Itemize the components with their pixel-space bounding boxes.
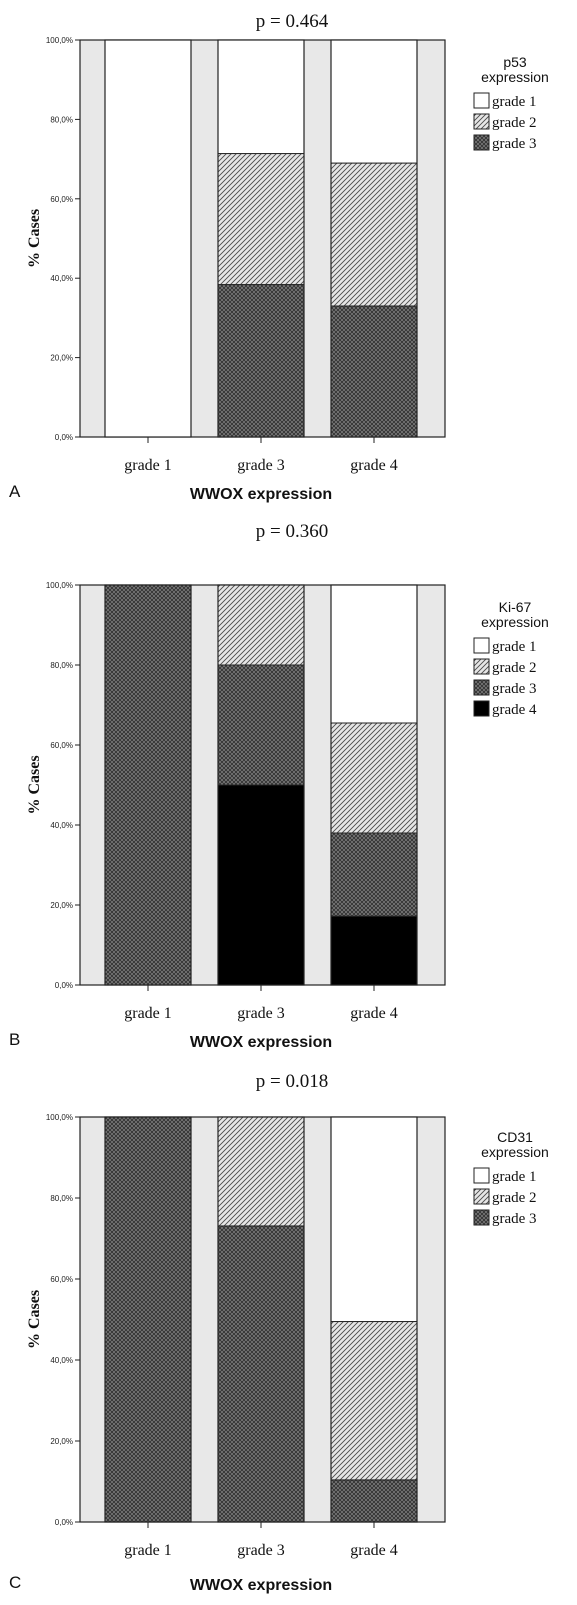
bar-segment [104,584,192,986]
y-axis-label: % Cases [26,755,43,814]
y-tick-label: 40,0% [50,821,73,830]
x-axis-label: WWOX expression [190,1034,332,1051]
legend-swatch [473,700,490,717]
bar-segment [330,305,418,438]
legend-entry: grade 3 [492,681,537,697]
legend-entry: grade 2 [492,1190,537,1206]
legend-subtitle: expression [481,1144,549,1160]
y-tick-label: 20,0% [50,1437,73,1446]
x-axis-label: WWOX expression [190,486,332,503]
chart-title: p = 0.360 [256,521,328,542]
legend-title: Ki-67 [499,599,532,615]
chart-panel-b: p = 0.360 0,0% 20,0% 40,0% 60,0% 80,0% 100,0%%… [9,521,549,1051]
bar-segment [330,832,418,917]
legend-entry: grade 1 [492,1169,537,1185]
chart-panel-a: p = 0.464 0,0% 20,0% 40,0% 60,0% 80,0% 100,0%%… [9,11,549,503]
legend-title: CD31 [497,1129,533,1145]
bar-segment [217,39,305,155]
y-tick-label: 100,0% [46,36,73,45]
legend-subtitle: expression [481,69,549,85]
y-tick-label: 80,0% [50,115,73,124]
legend-swatch [473,679,490,696]
chart-panel-c: p = 0.018 0,0% 20,0% 40,0% 60,0% 80,0% 100,0%%… [9,1071,549,1594]
bar-segment [330,722,418,834]
legend-entry: grade 1 [492,94,537,110]
y-tick-label: 80,0% [50,1194,73,1203]
bar-segment [330,915,418,986]
y-tick-label: 0,0% [55,1518,73,1527]
x-tick-label: grade 4 [350,457,398,474]
chart-title: p = 0.464 [256,11,329,32]
legend-swatch [473,134,490,151]
x-axis-label: WWOX expression [190,1577,332,1594]
legend-entry: grade 3 [492,136,537,152]
legend-entry: grade 1 [492,639,537,655]
chart-title: p = 0.018 [256,1071,328,1092]
legend-subtitle: expression [481,614,549,630]
bar-segment [104,1116,192,1523]
y-tick-label: 60,0% [50,195,73,204]
bar-segment [217,1116,305,1227]
y-tick-label: 40,0% [50,274,73,283]
legend-swatch [473,1209,490,1226]
legend-entry: grade 4 [492,702,537,718]
y-axis-label: % Cases [26,1290,43,1349]
bar-segment [330,1479,418,1523]
x-tick-label: grade 3 [237,1542,285,1559]
y-tick-label: 20,0% [50,354,73,363]
legend-entry: grade 2 [492,660,537,676]
bar-segment [217,284,305,438]
legend-swatch [473,92,490,109]
bar-segment [217,1225,305,1523]
legend-entry: grade 2 [492,115,537,131]
x-tick-label: grade 1 [124,1542,172,1559]
bar-segment [217,153,305,286]
y-tick-label: 0,0% [55,981,73,990]
x-tick-label: grade 3 [237,457,285,474]
bar-segment [104,39,192,438]
x-tick-label: grade 1 [124,457,172,474]
panel-label: C [9,1573,21,1592]
bar-segment [330,584,418,724]
bar-segment [330,1116,418,1323]
y-tick-label: 100,0% [46,581,73,590]
legend-swatch [473,637,490,654]
legend-swatch [473,1188,490,1205]
y-tick-label: 0,0% [55,433,73,442]
x-tick-label: grade 3 [237,1005,285,1022]
legend-swatch [473,658,490,675]
y-tick-label: 20,0% [50,901,73,910]
y-tick-label: 60,0% [50,1275,73,1284]
y-tick-label: 80,0% [50,661,73,670]
charts: p = 0.464 0,0% 20,0% 40,0% 60,0% 80,0% 100,0%%… [9,11,549,1594]
x-tick-label: grade 4 [350,1005,398,1022]
bar-segment [217,664,305,786]
x-tick-label: grade 4 [350,1542,398,1559]
legend-title: p53 [503,54,527,70]
y-tick-label: 100,0% [46,1113,73,1122]
bar-segment [330,39,418,164]
bar-segment [330,162,418,307]
y-axis-label: % Cases [26,209,43,268]
y-tick-label: 40,0% [50,1356,73,1365]
legend-entry: grade 3 [492,1211,537,1227]
bar-segment [217,584,305,666]
bar-segment [330,1321,418,1481]
bar-segment [217,784,305,986]
x-tick-label: grade 1 [124,1005,172,1022]
panel-label: A [9,482,21,501]
legend-swatch [473,1167,490,1184]
legend-swatch [473,113,490,130]
panel-label: B [9,1030,20,1049]
y-tick-label: 60,0% [50,741,73,750]
